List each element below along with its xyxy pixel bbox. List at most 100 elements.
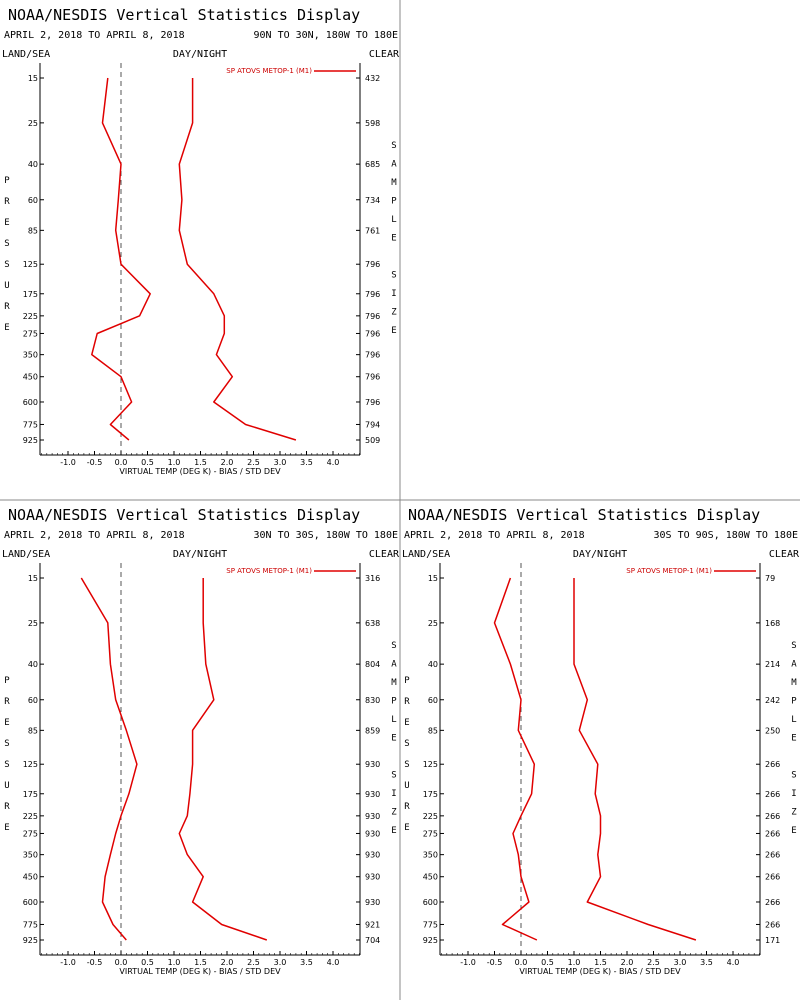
chart-title-south: NOAA/NESDIS Vertical Statistics Display (408, 506, 760, 524)
y2-axis-letter-north: P (391, 197, 397, 207)
y-axis-letter-north: S (4, 260, 9, 270)
series-line-bias-south (493, 577, 538, 941)
region-label-tropics: 30N TO 30S, 180W TO 180E (254, 530, 399, 541)
sample-size-label-south: 266 (765, 873, 780, 882)
pressure-label-south: 350 (423, 851, 438, 860)
chart-panel-tropics: NOAA/NESDIS Vertical Statistics Display A… (0, 500, 400, 1000)
x-tick-label-south: 3.0 (674, 958, 687, 967)
pressure-label-south: 60 (428, 696, 438, 705)
pressure-label-north: 175 (23, 290, 38, 299)
sample-size-label-north: 432 (365, 74, 380, 83)
sample-size-label-south: 266 (765, 812, 780, 821)
sample-size-label-tropics: 930 (365, 760, 380, 769)
x-tick-label-south: 1.0 (568, 958, 581, 967)
y2-axis-letter-tropics: S (391, 641, 396, 651)
x-tick-label-north: 2.5 (247, 458, 260, 467)
x-tick-label-south: 3.5 (700, 958, 713, 967)
x-tick-label-south: 0.0 (515, 958, 528, 967)
pressure-label-tropics: 25 (28, 619, 38, 628)
y2-axis-letter-tropics: S (391, 771, 396, 781)
region-label-south: 30S TO 90S, 180W TO 180E (654, 530, 799, 541)
sample-size-label-tropics: 316 (365, 574, 380, 583)
pressure-label-north: 60 (28, 196, 38, 205)
y-axis-letter-tropics: R (4, 697, 10, 707)
series-line-std_dev-tropics (178, 578, 268, 941)
land-sea-label-tropics: LAND/SEA (2, 549, 50, 560)
y-axis-letter-south: E (404, 718, 409, 728)
series-line-std_dev-south (573, 578, 697, 941)
y2-axis-letter-north: A (391, 160, 397, 170)
y-axis-letter-south: S (404, 760, 409, 770)
sample-size-label-north: 685 (365, 160, 380, 169)
pressure-label-south: 15 (428, 574, 438, 583)
y-axis-letter-tropics: E (4, 718, 9, 728)
sample-size-label-tropics: 930 (365, 829, 380, 838)
y-axis-letter-south: E (404, 823, 409, 833)
pressure-label-south: 775 (423, 920, 438, 929)
day-night-label-tropics: DAY/NIGHT (173, 549, 227, 560)
sample-size-label-north: 598 (365, 119, 380, 128)
x-tick-label-tropics: 2.0 (221, 958, 234, 967)
y2-axis-letter-south: S (791, 641, 796, 651)
sample-size-label-south: 266 (765, 851, 780, 860)
legend-label-south: SP ATOVS METOP-1 (M1) (626, 567, 712, 575)
legend-label-north: SP ATOVS METOP-1 (M1) (226, 67, 312, 75)
sample-size-label-tropics: 930 (365, 851, 380, 860)
x-tick-label-north: 0.0 (115, 458, 128, 467)
y2-axis-letter-tropics: A (391, 660, 397, 670)
y2-axis-letter-tropics: E (391, 734, 396, 744)
y2-axis-letter-south: P (791, 697, 797, 707)
x-tick-label-north: 2.0 (221, 458, 234, 467)
series-line-bias-north (91, 77, 151, 441)
sample-size-label-tropics: 830 (365, 696, 380, 705)
sample-size-label-north: 796 (365, 398, 380, 407)
pressure-label-tropics: 15 (28, 574, 38, 583)
y2-axis-letter-south: E (791, 734, 796, 744)
y2-axis-letter-south: I (791, 789, 796, 799)
sample-size-label-north: 734 (365, 196, 380, 205)
y-axis-letter-south: R (404, 802, 410, 812)
y-axis-letter-tropics: E (4, 823, 9, 833)
pressure-label-north: 25 (28, 119, 38, 128)
pressure-label-north: 85 (28, 226, 38, 235)
pressure-label-tropics: 225 (23, 812, 38, 821)
clear-label-south: CLEAR (769, 549, 800, 560)
y-axis-letter-tropics: R (4, 802, 10, 812)
x-tick-label-south: -1.0 (460, 958, 476, 967)
sample-size-label-north: 509 (365, 436, 380, 445)
y2-axis-letter-tropics: P (391, 697, 397, 707)
pressure-label-north: 925 (23, 436, 38, 445)
sample-size-label-south: 250 (765, 726, 780, 735)
pressure-label-tropics: 125 (23, 760, 38, 769)
pressure-label-tropics: 85 (28, 726, 38, 735)
empty-panel (400, 0, 800, 500)
pressure-label-north: 40 (28, 160, 38, 169)
pressure-label-south: 175 (423, 790, 438, 799)
x-tick-label-north: 3.5 (300, 458, 313, 467)
x-tick-label-south: 1.5 (594, 958, 607, 967)
pressure-label-south: 85 (428, 726, 438, 735)
y2-axis-letter-south: L (791, 715, 796, 725)
series-line-bias-tropics (80, 577, 138, 941)
chart-svg-north: NOAA/NESDIS Vertical Statistics Display A… (2, 6, 400, 476)
pressure-label-north: 225 (23, 312, 38, 321)
pressure-label-tropics: 40 (28, 660, 38, 669)
chart-title-north: NOAA/NESDIS Vertical Statistics Display (8, 6, 360, 24)
pressure-label-north: 450 (23, 373, 38, 382)
y2-axis-letter-north: S (391, 271, 396, 281)
x-tick-label-north: -1.0 (60, 458, 76, 467)
pressure-label-tropics: 775 (23, 920, 38, 929)
y-axis-letter-south: S (404, 739, 409, 749)
region-label-north: 90N TO 30N, 180W TO 180E (254, 30, 399, 41)
pressure-label-tropics: 275 (23, 829, 38, 838)
pressure-label-north: 350 (23, 351, 38, 360)
x-tick-label-south: 4.0 (727, 958, 740, 967)
pressure-label-south: 40 (428, 660, 438, 669)
x-tick-label-tropics: 2.5 (247, 958, 260, 967)
y2-axis-letter-north: I (391, 289, 396, 299)
x-tick-label-tropics: 0.5 (141, 958, 154, 967)
x-tick-label-tropics: -1.0 (60, 958, 76, 967)
land-sea-label-south: LAND/SEA (402, 549, 450, 560)
pressure-label-north: 775 (23, 420, 38, 429)
pressure-label-tropics: 350 (23, 851, 38, 860)
